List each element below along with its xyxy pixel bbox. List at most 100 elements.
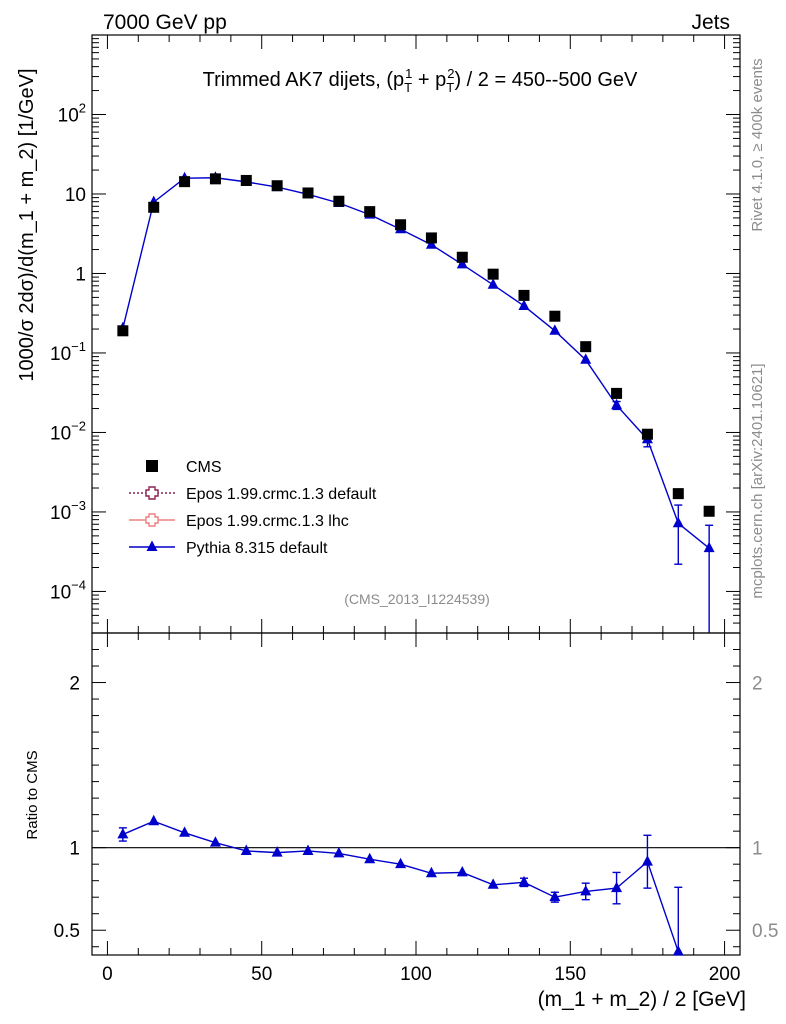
ratio-axis-ticks — [92, 633, 740, 955]
main-y-axis-label: 1000/σ 2dσ)/d(m_1 + m_2) [1/GeV] — [16, 68, 38, 381]
ratio-pythia-point — [179, 826, 191, 837]
pythia-point — [611, 398, 623, 410]
x-tick-label: 100 — [400, 964, 432, 985]
ratio-pythia-point — [333, 846, 345, 858]
ratio-pythia-point — [456, 865, 468, 877]
ratio-pythia-point — [641, 855, 653, 866]
y-tick-base: 10 — [50, 503, 71, 524]
analysis-label: (CMS_2013_I1224539) — [344, 591, 490, 607]
main-cms-series — [117, 173, 715, 517]
cms-point — [395, 219, 407, 231]
y-tick-base: 1 — [75, 264, 86, 285]
cms-point — [425, 232, 437, 244]
ratio-pythia-point — [611, 881, 623, 893]
legend-cross-epos_default — [145, 486, 159, 500]
rivet-label: Rivet 4.1.0, ≥ 400k events — [749, 58, 766, 231]
pythia-point — [518, 299, 530, 310]
title-sub1: T — [404, 80, 412, 95]
y-tick-base: 10 — [50, 423, 71, 444]
ratio-frame — [91, 632, 741, 956]
pythia-point — [703, 541, 715, 553]
x-tick-label: 150 — [554, 964, 586, 985]
cms-point — [549, 310, 561, 322]
cms-point — [518, 289, 530, 301]
ratio-pythia-point — [364, 852, 376, 864]
header-left: 7000 GeV pp — [103, 11, 227, 34]
y-tick-exponent: −3 — [71, 498, 86, 513]
ratio-pythia-point — [672, 945, 684, 956]
pythia-point — [672, 516, 684, 528]
legend-cms-marker — [146, 460, 158, 472]
legend-label: CMS — [186, 459, 222, 476]
cms-point — [179, 176, 191, 188]
ratio-pythia-point — [518, 875, 530, 887]
y-tick-label: 10 — [65, 185, 86, 206]
cms-point — [117, 325, 129, 337]
cms-point — [641, 428, 653, 440]
ratio-y-tick-labels: 0.5 1 2 0.5 1 2 — [54, 674, 779, 943]
x-tick-labels: 0 50 100 150 200 — [102, 964, 740, 985]
main-axis-ticks — [92, 34, 740, 634]
cms-point — [703, 505, 715, 517]
y-tick-exponent: −4 — [71, 577, 86, 592]
mcplots-label: mcplots.cern.ch [arXiv:2401.10621] — [749, 363, 766, 598]
ratio-pythia-point — [425, 866, 437, 878]
y-tick-exponent: −1 — [71, 339, 86, 354]
y-tick-base: 10 — [50, 582, 71, 603]
y-tick-base: 10 — [65, 185, 86, 206]
cms-point — [240, 174, 252, 186]
legend-cross-epos_lhc — [145, 513, 159, 527]
x-tick-label: 200 — [709, 964, 741, 985]
ratio-panel: 0.5 1 2 0.5 1 2 0 50 100 150 200 Ratio to CMS (m_… — [24, 632, 779, 1011]
ratio-pythia-point — [302, 844, 314, 855]
title-sup2: 2 — [447, 66, 454, 81]
ratio-pythia-point — [580, 884, 592, 896]
legend-label: Epos 1.99.crmc.1.3 default — [186, 486, 377, 503]
cms-point — [672, 488, 684, 500]
y-tick-label: 10−3 — [50, 498, 86, 524]
y-tick-label: 10−1 — [50, 339, 86, 365]
cms-point — [302, 187, 314, 199]
ratio-y-tick-label-right: 0.5 — [752, 921, 778, 942]
cms-point — [456, 251, 468, 263]
ratio-y-tick-label-right: 1 — [752, 839, 763, 860]
title-part-c: ) / 2 = 450--500 GeV — [454, 69, 638, 91]
pythia-point — [456, 257, 468, 269]
ratio-pythia-point — [209, 836, 221, 847]
y-tick-exponent: −2 — [71, 418, 86, 433]
ratio-pythia-point — [395, 857, 407, 869]
x-tick-label: 0 — [102, 964, 113, 985]
y-tick-label: 1 — [75, 264, 86, 285]
y-tick-base: 10 — [58, 105, 79, 126]
title-sup1: 1 — [405, 66, 412, 81]
legend-label: Pythia 8.315 default — [186, 540, 328, 557]
ratio-y-tick-label: 1 — [69, 839, 80, 860]
legend-pythia-marker — [146, 540, 158, 551]
ratio-pythia-point — [271, 846, 283, 857]
legend: CMS Epos 1.99.crmc.1.3 default Epos 1.99.c… — [129, 459, 377, 557]
x-tick-label: 50 — [251, 964, 272, 985]
y-tick-label: 102 — [58, 100, 86, 126]
y-tick-base: 10 — [50, 344, 71, 365]
cms-point — [364, 206, 376, 218]
chart-title: Trimmed AK7 dijets, (pT1 + pT2) / 2 = 45… — [203, 66, 638, 95]
title-part-a: Trimmed AK7 dijets, (p — [203, 69, 405, 91]
ratio-pythia-point — [148, 814, 160, 826]
ratio-y-tick-label-right: 2 — [752, 674, 763, 695]
header-right: Jets — [691, 11, 730, 34]
ratio-y-tick-label: 2 — [69, 674, 80, 695]
ratio-pythia-point — [549, 890, 561, 902]
ratio-y-tick-label: 0.5 — [54, 921, 80, 942]
pythia-point — [580, 353, 592, 364]
y-tick-label: 10−2 — [50, 418, 86, 444]
main-pythia-series — [117, 171, 715, 633]
cms-point — [580, 341, 592, 353]
title-part-b: + p — [412, 69, 446, 91]
ratio-y-axis-label: Ratio to CMS — [24, 750, 41, 839]
legend-label: Epos 1.99.crmc.1.3 lhc — [186, 513, 349, 530]
ratio-pythia-line — [122, 820, 679, 952]
cms-point — [271, 180, 283, 192]
cms-point — [209, 173, 221, 185]
